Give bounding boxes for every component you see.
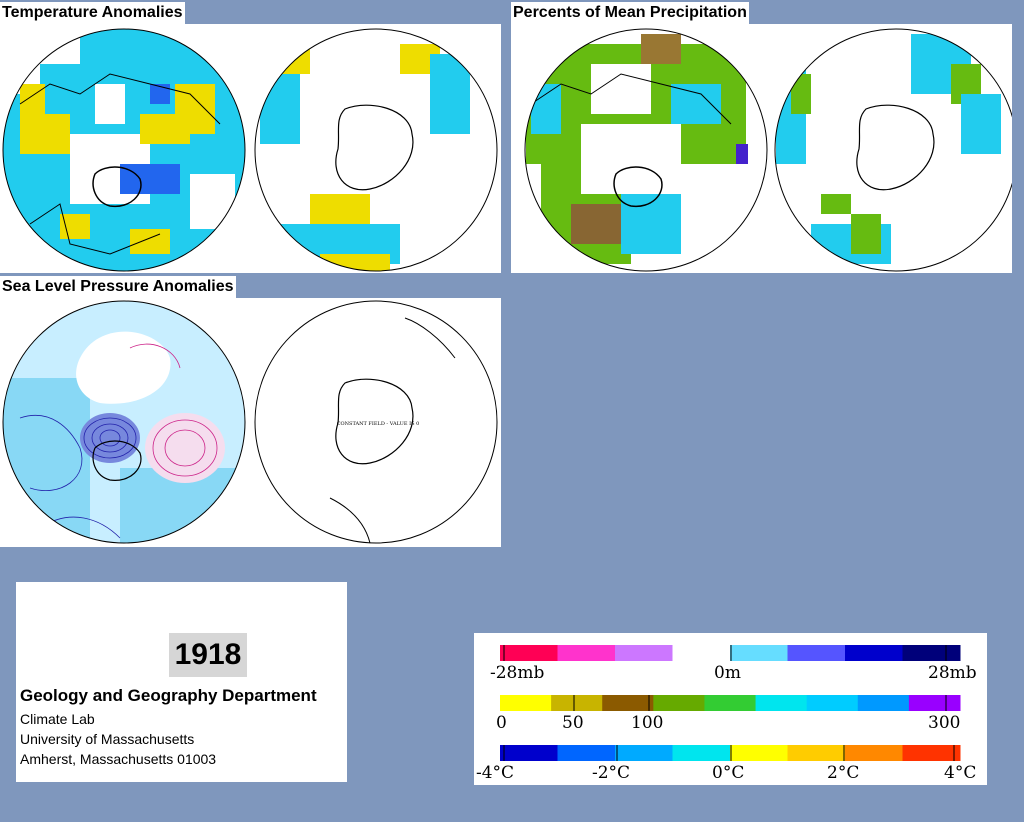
precipitation-panel <box>511 24 1012 273</box>
temperature-label-m4: -4°C <box>476 763 514 783</box>
colorbar-segment <box>787 745 846 761</box>
colorbar-segment <box>602 695 654 711</box>
colorbar-segment <box>500 645 558 661</box>
temperature-colorbar <box>500 745 961 761</box>
legend-box: -28mb 0m 28mb 0 50 100 300 -4°C -2°C 0°C… <box>474 633 987 785</box>
colorbar-segment <box>557 745 616 761</box>
colorbar-segment <box>500 745 558 761</box>
colorbar-segment <box>500 695 552 711</box>
temperature-southern-hemisphere <box>255 29 497 271</box>
colorbar-segment <box>902 645 961 661</box>
colorbar-segment <box>557 645 616 661</box>
colorbar-segment <box>615 745 673 761</box>
legend-scales: -28mb 0m 28mb 0 50 100 300 -4°C -2°C 0°C… <box>476 645 977 783</box>
info-box: 1918 Geology and Geography Department Cl… <box>16 582 347 782</box>
precipitation-northern-hemisphere <box>525 29 767 271</box>
precipitation-label-300: 300 <box>928 713 960 733</box>
precipitation-southern-hemisphere <box>775 29 1012 271</box>
lab-line-1: Climate Lab <box>20 711 95 727</box>
pressure-label-mid: 0m <box>714 663 741 683</box>
colorbar-segment <box>704 695 757 711</box>
pressure-northern-hemisphere <box>3 301 245 543</box>
pressure-label-min: -28mb <box>490 663 544 683</box>
colorbar-segment <box>653 695 705 711</box>
pressure-southern-hemisphere: CONSTANT FIELD - VALUE IS 0 <box>254 300 498 544</box>
lab-line-2: University of Massachusetts <box>20 731 195 747</box>
temperature-northern-hemisphere <box>3 29 245 271</box>
precipitation-colorbar <box>500 695 961 711</box>
lab-line-3: Amherst, Massachusetts 01003 <box>20 751 217 767</box>
precipitation-label-0: 0 <box>496 713 507 733</box>
pressure-title: Sea Level Pressure Anomalies <box>0 276 236 298</box>
precipitation-label-50: 50 <box>562 713 584 733</box>
colorbar-segment <box>845 745 903 761</box>
colorbar-segment <box>755 695 808 711</box>
precipitation-label-100: 100 <box>631 713 663 733</box>
colorbar-segment <box>845 645 903 661</box>
pressure-panel: CONSTANT FIELD - VALUE IS 0 <box>0 298 501 547</box>
constant-field-note: CONSTANT FIELD - VALUE IS 0 <box>337 421 420 427</box>
temperature-panel <box>0 24 501 273</box>
pressure-scale: -28mb 0m 28mb <box>490 645 977 683</box>
colorbar-segment <box>806 695 859 711</box>
colorbar-segment <box>615 645 673 661</box>
pressure-maps: CONSTANT FIELD - VALUE IS 0 <box>2 300 498 544</box>
temperature-label-2: 2°C <box>827 763 859 783</box>
colorbar-segment <box>787 645 846 661</box>
colorbar-segment <box>551 695 603 711</box>
colorbar-segment <box>672 645 731 661</box>
colorbar-segment <box>730 745 788 761</box>
precipitation-scale: 0 50 100 300 <box>496 695 961 733</box>
temperature-label-m2: -2°C <box>592 763 630 783</box>
pressure-label-max: 28mb <box>928 663 977 683</box>
colorbar-segment <box>730 645 788 661</box>
temperature-label-4: 4°C <box>944 763 976 783</box>
year-label: 1918 <box>169 633 247 677</box>
colorbar-segment <box>857 695 910 711</box>
temperature-title: Temperature Anomalies <box>0 2 185 24</box>
temperature-label-0: 0°C <box>712 763 744 783</box>
temperature-scale: -4°C -2°C 0°C 2°C 4°C <box>476 745 976 783</box>
colorbar-segment <box>672 745 731 761</box>
department-name: Geology and Geography Department <box>20 686 317 705</box>
precipitation-title: Percents of Mean Precipitation <box>511 2 749 24</box>
colorbar-segment <box>908 695 961 711</box>
temperature-maps <box>2 28 498 272</box>
precipitation-maps <box>524 28 1012 272</box>
colorbar-segment <box>902 745 961 761</box>
pressure-colorbar <box>500 645 961 661</box>
